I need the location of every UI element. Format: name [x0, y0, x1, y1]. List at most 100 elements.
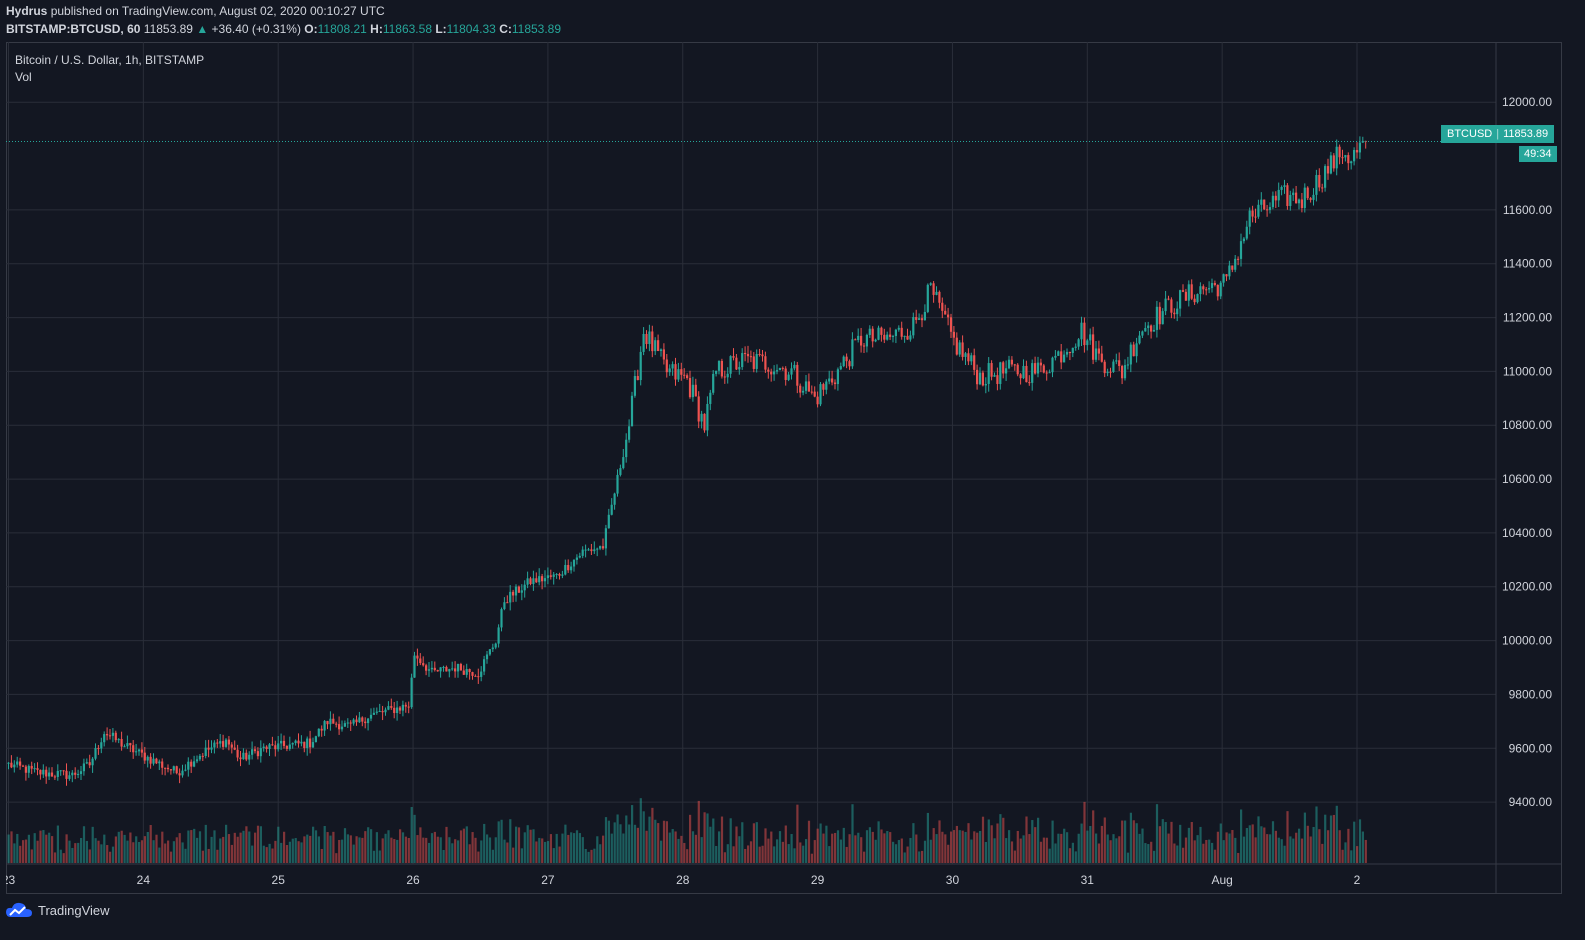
candle-body	[1283, 185, 1286, 188]
volume-bar	[921, 850, 924, 863]
volume-bar	[735, 826, 738, 863]
candle-body	[381, 711, 384, 713]
candle-body	[1309, 198, 1312, 200]
candle-body	[546, 575, 549, 579]
candle-body	[744, 353, 747, 355]
candle-body	[944, 310, 947, 315]
volume-bar	[1048, 848, 1051, 863]
volume-bar	[13, 843, 16, 863]
volume-bar	[117, 831, 120, 863]
y-tick-label: 10600.00	[1502, 472, 1552, 486]
candle-body	[868, 328, 871, 335]
volume-bar	[425, 837, 428, 863]
candle-body	[871, 328, 874, 342]
candlestick-chart[interactable]: 9400.00 9600.00 9800.00 10000.00 10200.00 104…	[6, 42, 1562, 894]
candle-body	[665, 359, 668, 373]
volume-bar	[665, 821, 668, 863]
candle-body	[120, 738, 123, 747]
volume-bar	[874, 839, 877, 863]
candle-body	[897, 327, 900, 330]
volume-bar	[372, 850, 376, 863]
volume-bar	[201, 850, 204, 863]
candle-body	[195, 759, 199, 762]
volume-bar	[880, 829, 883, 863]
candle-body	[1277, 189, 1280, 201]
volume-bar	[210, 836, 213, 863]
volume-bar	[187, 830, 190, 863]
symbol-label[interactable]: BITSTAMP:BTCUSD, 60	[6, 22, 141, 36]
volume-bar	[222, 836, 225, 863]
volume-bar	[651, 807, 654, 863]
candle-body	[317, 728, 320, 737]
volume-bar	[839, 839, 842, 863]
candle-body	[1219, 282, 1222, 297]
volume-bar	[1019, 838, 1022, 863]
volume-bar	[1132, 820, 1135, 863]
candle-body	[947, 314, 950, 318]
volume-bar	[1031, 820, 1034, 863]
volume-bar	[77, 842, 80, 863]
candle-body	[735, 357, 738, 370]
volume-bar	[828, 846, 831, 863]
volume-bar	[285, 845, 289, 863]
volume-bar	[1068, 848, 1072, 863]
candle-body	[1292, 192, 1295, 196]
volume-bar	[236, 836, 239, 863]
candle-body	[1019, 374, 1022, 379]
candle-body	[1132, 344, 1135, 357]
volume-bar	[1158, 826, 1161, 863]
volume-bar	[677, 838, 680, 863]
footer-brand: TradingView	[38, 902, 110, 918]
candle-body	[642, 333, 645, 352]
candle-body	[187, 761, 190, 770]
candle-body	[688, 378, 692, 398]
volume-bar	[749, 841, 753, 863]
y-tick-label: 9400.00	[1509, 795, 1553, 809]
candle-body	[355, 719, 358, 723]
candle-body	[454, 668, 457, 672]
volume-bar	[555, 833, 558, 863]
candle-body	[1181, 290, 1185, 292]
volume-bar	[230, 844, 233, 863]
volume-bar	[1332, 814, 1335, 863]
volume-bar	[726, 844, 729, 863]
candle-body	[610, 504, 613, 515]
candle-body	[949, 317, 953, 332]
volume-bar	[923, 840, 927, 863]
volume-bar	[1182, 847, 1185, 863]
candle-body	[1112, 361, 1115, 372]
bar-countdown: 49:34	[1519, 146, 1557, 162]
candle-body	[1051, 357, 1054, 373]
candle-body	[352, 719, 355, 724]
volume-bar	[631, 805, 634, 863]
volume-bar	[1074, 851, 1077, 863]
volume-bar	[410, 806, 413, 863]
volume-bar	[457, 840, 460, 863]
volume-bar	[729, 818, 732, 863]
author-name[interactable]: Hydrus	[6, 4, 48, 18]
volume-bar	[538, 837, 541, 863]
candle-body	[616, 474, 619, 494]
tradingview-logo[interactable]: TradingView	[6, 902, 110, 918]
volume-bar	[384, 833, 387, 863]
volume-bar	[396, 839, 399, 863]
volume-bar	[297, 841, 300, 863]
candle-body	[738, 367, 741, 370]
volume-bar	[361, 837, 364, 863]
candle-body	[1144, 328, 1147, 332]
volume-bar	[277, 826, 280, 863]
candle-body	[1228, 265, 1231, 277]
candle-body	[552, 574, 555, 577]
candle-body	[1063, 354, 1066, 363]
candle-body	[1036, 362, 1040, 374]
candle-body	[770, 371, 773, 375]
price-tag-price: 11853.89	[1503, 128, 1549, 140]
candle-body	[474, 675, 477, 677]
candle-body	[761, 354, 764, 357]
candle-body	[401, 704, 404, 711]
volume-bar	[558, 846, 561, 863]
candle-body	[636, 376, 639, 381]
candle-body	[749, 356, 752, 358]
price-tag-symbol: BTCUSD	[1447, 128, 1493, 140]
volume-bar	[22, 840, 25, 863]
